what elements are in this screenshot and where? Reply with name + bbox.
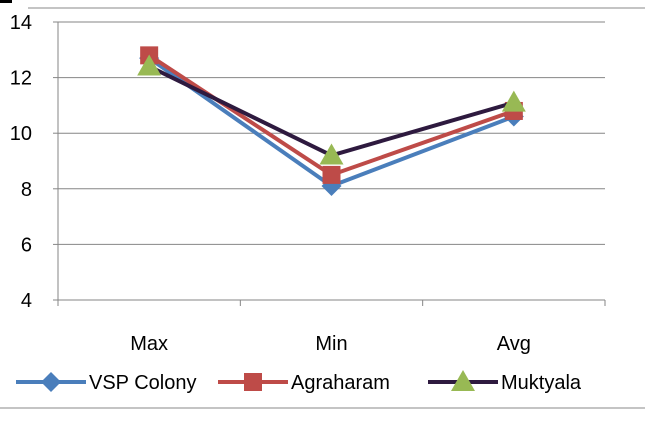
chart-border [0,0,645,409]
x-tick-labels: Max Min Avg [130,333,531,355]
legend-label: Muktyala [501,372,582,394]
series-muktyala [137,54,526,165]
y-tick-label: 14 [10,12,32,34]
y-tick-label: 10 [10,123,32,145]
x-tick-label: Max [130,333,168,355]
x-tick-label: Min [315,333,347,355]
data-point-triangle [137,54,162,76]
y-tick-label: 4 [21,290,32,312]
y-tick-label: 6 [21,234,32,256]
gridlines [58,21,605,245]
legend: VSP Colony Agraharam Muktyala [16,370,582,394]
data-point-triangle [501,90,526,112]
y-tick-label: 12 [10,68,32,90]
series-layer [137,46,526,197]
legend-item: VSP Colony [16,372,196,394]
series-line [148,64,515,158]
legend-label: VSP Colony [89,372,196,394]
data-point-square [322,165,341,184]
x-tick-label: Avg [497,333,531,355]
legend-label: Agraharam [291,372,390,394]
legend-item: Agraharam [218,372,390,394]
legend-item: Muktyala [428,370,582,394]
axes [53,21,606,306]
corner-mark [0,0,12,3]
y-tick-label: 8 [21,179,32,201]
data-point-triangle [319,143,344,165]
y-tick-labels: 4 6 8 10 12 14 [10,12,32,312]
data-point-diamond [41,372,61,392]
data-point-square [244,373,262,391]
data-point-triangle [451,370,475,391]
